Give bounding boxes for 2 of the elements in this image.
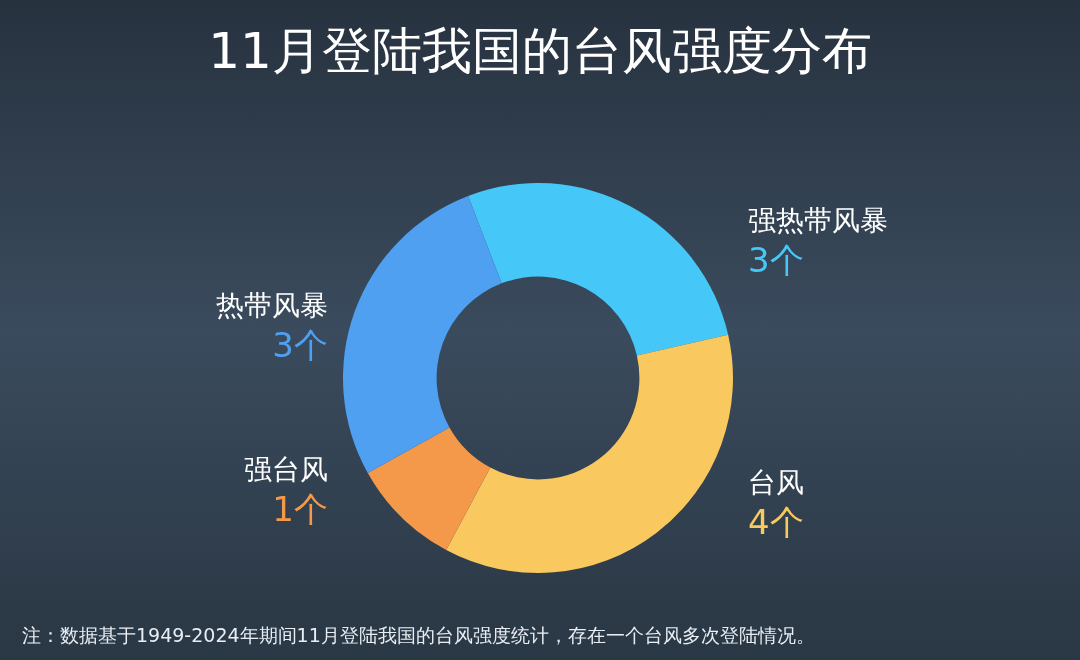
annotation: 注：数据基于1949-2024年期间11月登陆我国的台风强度统计，存在一个台风多次登陆情况。 bbox=[22, 624, 815, 646]
title: 11月登陆我国的台风强度分布 bbox=[208, 22, 872, 80]
